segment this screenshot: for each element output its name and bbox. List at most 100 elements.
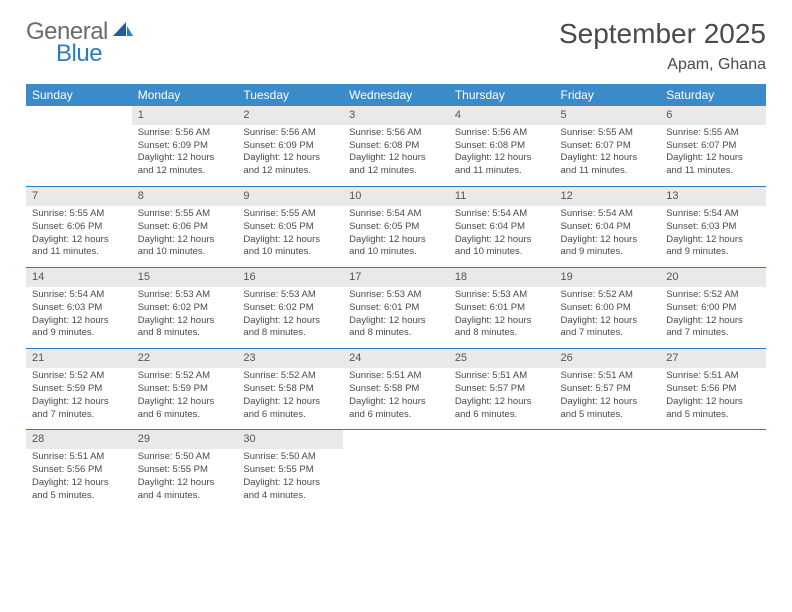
calendar-day-cell: 13Sunrise: 5:54 AMSunset: 6:03 PMDayligh… [660, 187, 766, 268]
day-number [449, 430, 555, 449]
month-title: September 2025 [559, 18, 766, 50]
weekday-header: Monday [132, 84, 238, 106]
logo: General Blue [26, 18, 134, 68]
weekday-header-row: Sunday Monday Tuesday Wednesday Thursday… [26, 84, 766, 106]
day-details: Sunrise: 5:52 AMSunset: 5:59 PMDaylight:… [26, 368, 132, 429]
weekday-header: Tuesday [237, 84, 343, 106]
day-details: Sunrise: 5:56 AMSunset: 6:09 PMDaylight:… [132, 125, 238, 186]
day-details: Sunrise: 5:51 AMSunset: 5:56 PMDaylight:… [26, 449, 132, 510]
calendar-day-cell: 15Sunrise: 5:53 AMSunset: 6:02 PMDayligh… [132, 268, 238, 349]
calendar-day-cell: 30Sunrise: 5:50 AMSunset: 5:55 PMDayligh… [237, 430, 343, 511]
day-number: 17 [343, 268, 449, 287]
day-details: Sunrise: 5:53 AMSunset: 6:02 PMDaylight:… [237, 287, 343, 348]
day-number: 26 [555, 349, 661, 368]
day-details: Sunrise: 5:54 AMSunset: 6:04 PMDaylight:… [555, 206, 661, 267]
calendar-day-cell: 9Sunrise: 5:55 AMSunset: 6:05 PMDaylight… [237, 187, 343, 268]
calendar-day-cell: 16Sunrise: 5:53 AMSunset: 6:02 PMDayligh… [237, 268, 343, 349]
day-number: 25 [449, 349, 555, 368]
calendar-day-cell: 2Sunrise: 5:56 AMSunset: 6:09 PMDaylight… [237, 106, 343, 187]
day-details: Sunrise: 5:52 AMSunset: 5:58 PMDaylight:… [237, 368, 343, 429]
calendar-day-cell: 5Sunrise: 5:55 AMSunset: 6:07 PMDaylight… [555, 106, 661, 187]
calendar-day-cell [555, 430, 661, 511]
day-details: Sunrise: 5:53 AMSunset: 6:02 PMDaylight:… [132, 287, 238, 348]
day-number: 12 [555, 187, 661, 206]
calendar-day-cell: 14Sunrise: 5:54 AMSunset: 6:03 PMDayligh… [26, 268, 132, 349]
day-number: 3 [343, 106, 449, 125]
calendar-day-cell [660, 430, 766, 511]
weekday-header: Sunday [26, 84, 132, 106]
calendar-day-cell: 19Sunrise: 5:52 AMSunset: 6:00 PMDayligh… [555, 268, 661, 349]
day-number: 20 [660, 268, 766, 287]
calendar-day-cell: 28Sunrise: 5:51 AMSunset: 5:56 PMDayligh… [26, 430, 132, 511]
day-number: 23 [237, 349, 343, 368]
calendar-day-cell: 3Sunrise: 5:56 AMSunset: 6:08 PMDaylight… [343, 106, 449, 187]
calendar-day-cell: 18Sunrise: 5:53 AMSunset: 6:01 PMDayligh… [449, 268, 555, 349]
calendar-day-cell [26, 106, 132, 187]
day-number: 22 [132, 349, 238, 368]
calendar-day-cell: 4Sunrise: 5:56 AMSunset: 6:08 PMDaylight… [449, 106, 555, 187]
day-details: Sunrise: 5:54 AMSunset: 6:04 PMDaylight:… [449, 206, 555, 267]
title-block: September 2025 Apam, Ghana [559, 18, 766, 74]
day-number: 24 [343, 349, 449, 368]
weekday-header: Saturday [660, 84, 766, 106]
calendar-day-cell: 25Sunrise: 5:51 AMSunset: 5:57 PMDayligh… [449, 349, 555, 430]
day-number: 5 [555, 106, 661, 125]
day-details: Sunrise: 5:53 AMSunset: 6:01 PMDaylight:… [343, 287, 449, 348]
day-details: Sunrise: 5:51 AMSunset: 5:56 PMDaylight:… [660, 368, 766, 429]
weekday-header: Wednesday [343, 84, 449, 106]
calendar-week-row: 21Sunrise: 5:52 AMSunset: 5:59 PMDayligh… [26, 349, 766, 430]
logo-text-blue: Blue [56, 40, 134, 68]
day-details: Sunrise: 5:56 AMSunset: 6:09 PMDaylight:… [237, 125, 343, 186]
logo-sail-icon [112, 21, 134, 44]
calendar-day-cell: 1Sunrise: 5:56 AMSunset: 6:09 PMDaylight… [132, 106, 238, 187]
day-number: 2 [237, 106, 343, 125]
calendar-day-cell: 6Sunrise: 5:55 AMSunset: 6:07 PMDaylight… [660, 106, 766, 187]
day-number: 8 [132, 187, 238, 206]
day-number: 21 [26, 349, 132, 368]
calendar-day-cell: 22Sunrise: 5:52 AMSunset: 5:59 PMDayligh… [132, 349, 238, 430]
calendar-week-row: 1Sunrise: 5:56 AMSunset: 6:09 PMDaylight… [26, 106, 766, 187]
day-number: 29 [132, 430, 238, 449]
day-details: Sunrise: 5:54 AMSunset: 6:03 PMDaylight:… [660, 206, 766, 267]
calendar-day-cell [449, 430, 555, 511]
day-details: Sunrise: 5:51 AMSunset: 5:57 PMDaylight:… [555, 368, 661, 429]
calendar-week-row: 7Sunrise: 5:55 AMSunset: 6:06 PMDaylight… [26, 187, 766, 268]
day-number [555, 430, 661, 449]
weekday-header: Thursday [449, 84, 555, 106]
day-details: Sunrise: 5:53 AMSunset: 6:01 PMDaylight:… [449, 287, 555, 348]
day-number: 30 [237, 430, 343, 449]
day-number: 13 [660, 187, 766, 206]
day-details: Sunrise: 5:52 AMSunset: 5:59 PMDaylight:… [132, 368, 238, 429]
day-number [343, 430, 449, 449]
calendar-table: Sunday Monday Tuesday Wednesday Thursday… [26, 84, 766, 510]
day-details: Sunrise: 5:50 AMSunset: 5:55 PMDaylight:… [132, 449, 238, 510]
calendar-day-cell: 12Sunrise: 5:54 AMSunset: 6:04 PMDayligh… [555, 187, 661, 268]
day-details: Sunrise: 5:55 AMSunset: 6:06 PMDaylight:… [132, 206, 238, 267]
header: General Blue September 2025 Apam, Ghana [26, 18, 766, 74]
day-details: Sunrise: 5:55 AMSunset: 6:07 PMDaylight:… [555, 125, 661, 186]
calendar-day-cell: 29Sunrise: 5:50 AMSunset: 5:55 PMDayligh… [132, 430, 238, 511]
day-number: 27 [660, 349, 766, 368]
day-number: 16 [237, 268, 343, 287]
day-number: 28 [26, 430, 132, 449]
day-number: 19 [555, 268, 661, 287]
day-details: Sunrise: 5:55 AMSunset: 6:07 PMDaylight:… [660, 125, 766, 186]
day-number: 18 [449, 268, 555, 287]
day-details: Sunrise: 5:54 AMSunset: 6:05 PMDaylight:… [343, 206, 449, 267]
calendar-day-cell: 8Sunrise: 5:55 AMSunset: 6:06 PMDaylight… [132, 187, 238, 268]
calendar-day-cell: 26Sunrise: 5:51 AMSunset: 5:57 PMDayligh… [555, 349, 661, 430]
day-details: Sunrise: 5:52 AMSunset: 6:00 PMDaylight:… [660, 287, 766, 348]
day-number: 4 [449, 106, 555, 125]
day-number: 15 [132, 268, 238, 287]
day-details: Sunrise: 5:55 AMSunset: 6:05 PMDaylight:… [237, 206, 343, 267]
day-details: Sunrise: 5:51 AMSunset: 5:57 PMDaylight:… [449, 368, 555, 429]
calendar-day-cell: 17Sunrise: 5:53 AMSunset: 6:01 PMDayligh… [343, 268, 449, 349]
day-number: 9 [237, 187, 343, 206]
calendar-day-cell [343, 430, 449, 511]
calendar-day-cell: 24Sunrise: 5:51 AMSunset: 5:58 PMDayligh… [343, 349, 449, 430]
day-details: Sunrise: 5:56 AMSunset: 6:08 PMDaylight:… [343, 125, 449, 186]
day-details: Sunrise: 5:51 AMSunset: 5:58 PMDaylight:… [343, 368, 449, 429]
day-number [26, 106, 132, 125]
day-number: 10 [343, 187, 449, 206]
calendar-day-cell: 20Sunrise: 5:52 AMSunset: 6:00 PMDayligh… [660, 268, 766, 349]
